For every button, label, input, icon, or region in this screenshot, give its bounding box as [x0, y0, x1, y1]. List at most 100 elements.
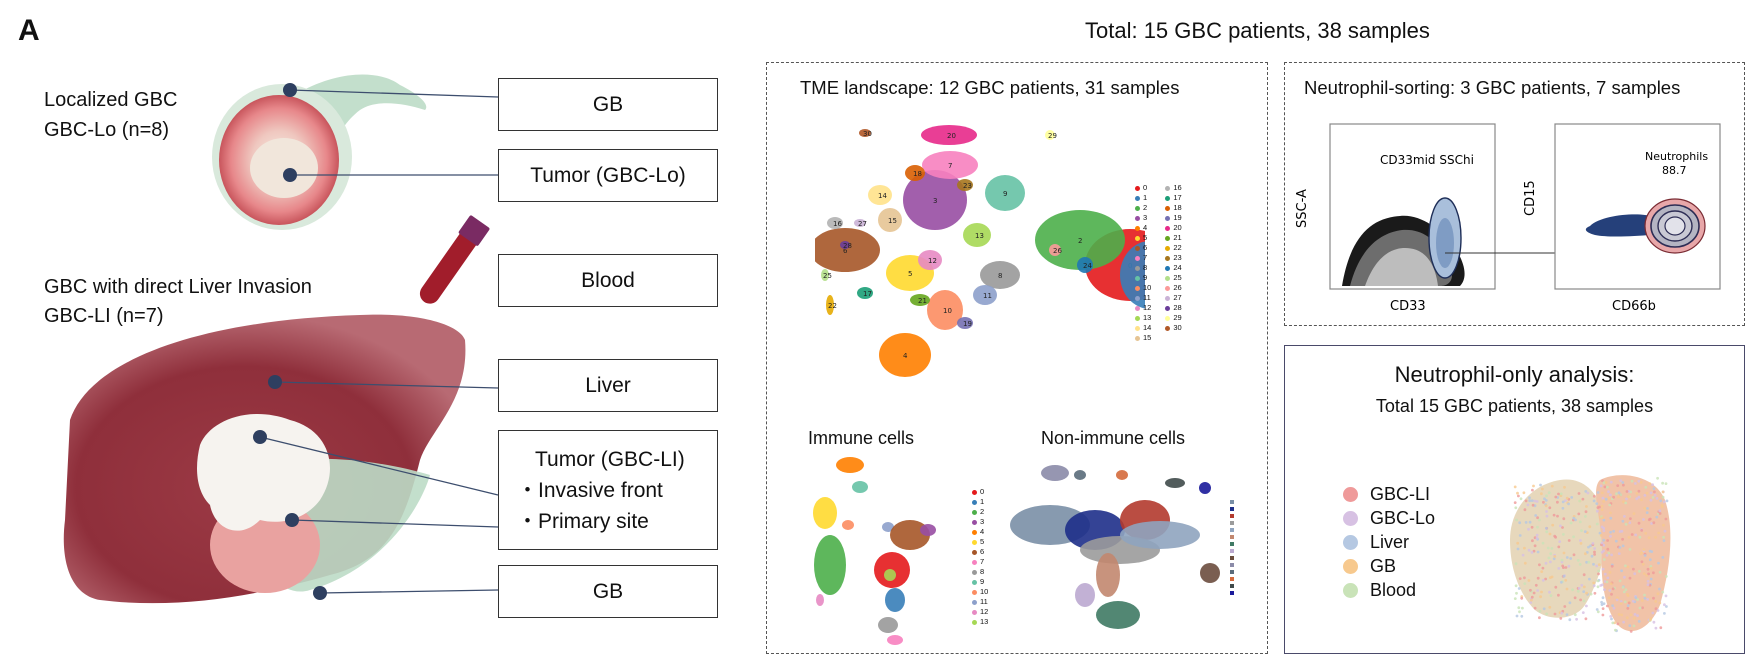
nonimmune-legend-swatch — [1230, 549, 1234, 553]
neutro-cell-point — [1661, 481, 1664, 485]
tme-cluster-6 — [815, 228, 880, 272]
neutro-cell-point — [1523, 582, 1527, 585]
neutro-cell-point — [1623, 600, 1627, 604]
neutro-cell-point — [1536, 576, 1540, 580]
neutro-cell-point — [1626, 565, 1630, 569]
neutro-cell-point — [1635, 492, 1639, 495]
nonimmune-cluster — [1165, 478, 1185, 488]
neutro-legend-item: GB — [1343, 554, 1435, 578]
neutro-cell-point — [1583, 530, 1587, 533]
neutro-cell-point — [1515, 591, 1518, 595]
neutro-cell-point — [1623, 515, 1626, 518]
neutro-cell-point — [1604, 497, 1608, 501]
neutro-cell-point — [1622, 620, 1625, 624]
neutro-cell-point — [1601, 516, 1604, 519]
neutro-cell-point — [1548, 590, 1551, 594]
neutro-cell-point — [1654, 607, 1658, 611]
neutro-cell-point — [1575, 617, 1578, 621]
neutro-cell-point — [1664, 482, 1668, 485]
neutro-cell-point — [1549, 594, 1553, 597]
group-li-sub: GBC-LI (n=7) — [44, 305, 164, 327]
neutro-cell-point — [1595, 564, 1599, 568]
neutro-cell-point — [1643, 494, 1647, 497]
neutro-legend-item: Blood — [1343, 578, 1435, 602]
neutro-cell-point — [1647, 536, 1651, 540]
neutro-cell-point — [1527, 548, 1531, 552]
tme-cluster-label: 12 — [928, 257, 937, 265]
neutro-cell-point — [1630, 479, 1634, 483]
tme-cluster-label: 6 — [843, 247, 848, 255]
neutro-cell-point — [1567, 502, 1570, 506]
neutro-cell-point — [1652, 620, 1656, 624]
neutro-cell-point — [1629, 613, 1633, 617]
immune-cluster-6 — [890, 520, 930, 550]
tme-cluster-label: 26 — [1053, 247, 1062, 255]
neutro-cell-point — [1646, 579, 1650, 583]
neutro-cell-point — [1578, 520, 1582, 524]
neutro-cell-point — [1582, 573, 1586, 577]
immune-legend-item: 6 — [972, 547, 988, 557]
neutro-cell-point — [1549, 576, 1552, 579]
nonimmune-umap — [1010, 465, 1220, 629]
neutro-cell-point — [1574, 518, 1577, 522]
neutro-cell-point — [1613, 621, 1617, 625]
neutro-legend-label: GBC-Lo — [1370, 507, 1436, 528]
tme-cluster-label: 28 — [843, 242, 852, 250]
neutro-cell-point — [1571, 588, 1574, 592]
nonimmune-cluster — [1041, 465, 1069, 481]
neutro-cell-point — [1569, 521, 1573, 525]
neutro-cell-point — [1607, 596, 1611, 600]
tme-cluster-legend: 0 1 2 3 4 5 6 7 8 9 10 11 12 13 14 15 16 17 18 19 20 21 22 23 24… — [1135, 183, 1182, 343]
neutro-cell-point — [1542, 500, 1545, 504]
neutro-title: Neutrophil-only analysis: — [1394, 362, 1635, 387]
neutro-cell-point — [1591, 542, 1595, 545]
neutro-cell-point — [1530, 598, 1533, 602]
neutro-legend-dot — [1343, 582, 1358, 598]
neutro-cell-point — [1539, 595, 1542, 599]
tme-cluster-label: 25 — [823, 272, 832, 280]
neutro-legend-dot — [1343, 510, 1358, 526]
neutro-cell-point — [1589, 544, 1592, 548]
neutro-cell-point — [1538, 609, 1542, 613]
neutro-cell-point — [1663, 529, 1667, 533]
neutrophil-sorting-panel — [1284, 62, 1745, 326]
neutro-cell-point — [1653, 490, 1656, 494]
tme-cluster-25 — [821, 269, 829, 281]
neutro-cell-point — [1617, 613, 1621, 616]
immune-cluster-4 — [836, 457, 864, 473]
tme-cluster-24 — [1077, 257, 1093, 273]
neutro-cell-point — [1644, 532, 1648, 535]
neutro-cell-point — [1620, 613, 1624, 617]
neutro-cell-point — [1640, 599, 1644, 602]
neutro-cell-point — [1530, 499, 1534, 502]
tme-cluster-label: 7 — [948, 162, 952, 170]
tme-legend-item: 30 — [1165, 323, 1182, 333]
tumor-li-mass — [197, 414, 330, 531]
neutro-cell-point — [1599, 584, 1603, 587]
neutro-cell-point — [1623, 575, 1626, 579]
tme-legend-item: 15 — [1135, 333, 1151, 343]
neutro-cell-point — [1562, 533, 1565, 536]
neutro-cell-point — [1608, 503, 1612, 507]
neutro-legend-label: Blood — [1370, 579, 1417, 600]
nonimmune-cluster — [1116, 470, 1128, 480]
immune-cluster-8 — [878, 617, 898, 633]
neutro-cell-point — [1609, 582, 1613, 585]
neutro-cell-point — [1579, 539, 1582, 542]
neutro-cell-point — [1516, 547, 1520, 551]
tme-cluster-label: 14 — [878, 192, 887, 200]
nonimmune-legend-swatch — [1230, 577, 1234, 581]
neutro-cell-point — [1603, 588, 1606, 591]
neutro-cell-point — [1585, 591, 1588, 595]
neutro-cell-point — [1573, 613, 1577, 617]
neutro-cell-point — [1542, 607, 1546, 611]
immune-cluster-12 — [816, 594, 824, 606]
neutro-legend-label: GBC-LI — [1370, 483, 1431, 504]
neutro-cell-point — [1643, 593, 1646, 597]
tme-legend-item: 10 — [1135, 283, 1151, 293]
blood-tube-icon — [419, 215, 490, 304]
neutro-cell-point — [1516, 541, 1520, 545]
neutro-cell-point — [1549, 552, 1553, 556]
neutro-cell-point — [1606, 485, 1609, 489]
neutro-cell-point — [1620, 569, 1623, 573]
